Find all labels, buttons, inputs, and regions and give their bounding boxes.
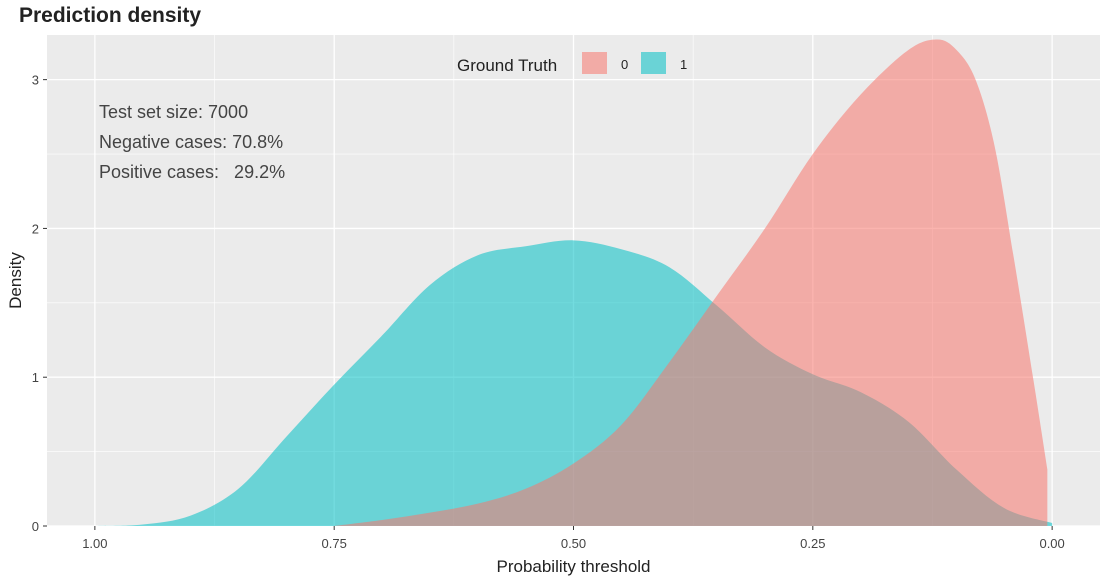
- legend-label-1: 1: [680, 57, 687, 72]
- legend-title: Ground Truth: [457, 56, 557, 75]
- annotation-text: Negative cases: 70.8%: [99, 132, 283, 152]
- density-area-series-0: [334, 39, 1048, 527]
- x-tick-label: 0.00: [1039, 536, 1064, 551]
- x-tick-label: 0.25: [800, 536, 825, 551]
- y-axis-title: Density: [6, 252, 25, 309]
- annotation-text: Test set size: 7000: [99, 102, 248, 122]
- legend-swatch-0: [582, 52, 607, 74]
- y-tick-label: 0: [32, 519, 39, 534]
- x-axis-title: Probability threshold: [496, 557, 650, 576]
- y-tick-label: 2: [32, 221, 39, 236]
- annotation-text: Positive cases: 29.2%: [99, 162, 285, 182]
- y-tick-label: 3: [32, 73, 39, 88]
- legend-swatch-1: [641, 52, 666, 74]
- x-tick-label: 0.75: [322, 536, 347, 551]
- chart-title: Prediction density: [19, 4, 202, 27]
- legend-label-0: 0: [621, 57, 628, 72]
- x-tick-label: 1.00: [82, 536, 107, 551]
- x-tick-label: 0.50: [561, 536, 586, 551]
- y-tick-label: 1: [32, 370, 39, 385]
